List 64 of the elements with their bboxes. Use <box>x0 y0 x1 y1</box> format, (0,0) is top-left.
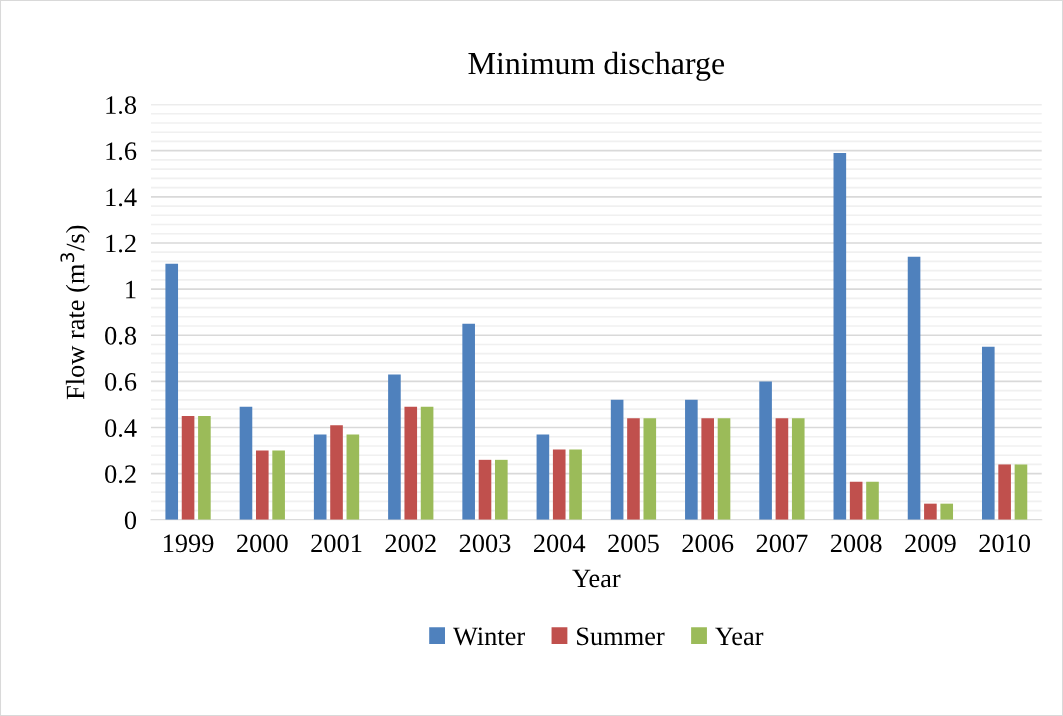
bar <box>495 459 508 520</box>
legend-label: Summer <box>577 627 665 646</box>
bar <box>1014 464 1028 520</box>
legend-label: Year <box>715 627 764 646</box>
bar <box>940 503 954 520</box>
bar <box>420 406 434 520</box>
bar <box>462 323 475 520</box>
y-tick-label: 0.4 <box>105 419 137 438</box>
bar <box>849 481 863 520</box>
bar <box>610 399 624 520</box>
bar <box>198 416 211 520</box>
bar <box>478 459 492 520</box>
bar <box>313 434 327 520</box>
x-tick-label: 2006 <box>682 534 734 553</box>
y-tick-label: 1.4 <box>106 188 137 207</box>
x-tick-label: 2000 <box>237 534 288 553</box>
bar <box>569 449 582 520</box>
bar <box>998 464 1011 520</box>
x-axis-title: Year <box>572 569 621 588</box>
x-tick-label: 1999 <box>163 534 214 553</box>
y-tick-label: 0.8 <box>105 326 137 345</box>
x-tick-label: 2003 <box>459 534 511 553</box>
x-tick-label: 2008 <box>830 534 882 553</box>
y-axis-title: Flow rate (m$^{3}$/s) <box>60 225 90 400</box>
bar <box>165 263 179 520</box>
bar <box>239 406 253 520</box>
x-tick-label: 2007 <box>756 534 808 553</box>
bar <box>924 503 937 520</box>
bar <box>685 399 698 520</box>
bar <box>907 256 921 520</box>
bar <box>791 418 805 520</box>
bar <box>272 450 285 520</box>
y-tick-label: 0 <box>124 511 137 530</box>
bar <box>627 418 640 520</box>
x-tick-label: 2010 <box>979 534 1031 553</box>
bar <box>388 374 401 520</box>
bar <box>330 425 343 520</box>
bar <box>833 152 847 520</box>
chart-title: Minimum discharge <box>468 51 725 81</box>
y-tick-label: 1 <box>126 280 136 299</box>
bar <box>181 416 195 520</box>
bar <box>775 418 789 520</box>
y-tick-label: 1.2 <box>106 234 136 253</box>
legend-label: Winter <box>452 627 525 646</box>
x-tick-label: 2005 <box>608 534 659 553</box>
y-tick-label: 0.2 <box>105 465 136 484</box>
bar <box>866 481 879 520</box>
bar <box>643 418 657 520</box>
y-tick-label: 1.8 <box>106 96 137 115</box>
x-tick-label: 2001 <box>311 534 362 553</box>
bar <box>981 346 995 520</box>
y-tick-label: 1.6 <box>106 142 137 161</box>
y-tick-label: 0.6 <box>105 373 137 391</box>
bar <box>552 449 566 520</box>
bar <box>255 450 269 520</box>
bar <box>346 434 360 520</box>
bar <box>717 418 731 520</box>
bar <box>701 418 714 520</box>
bar <box>536 434 550 520</box>
bar <box>759 381 772 520</box>
x-tick-label: 2002 <box>385 534 436 553</box>
x-tick-label: 2004 <box>534 534 586 553</box>
x-tick-label: 2009 <box>905 534 956 553</box>
bar <box>404 406 418 520</box>
